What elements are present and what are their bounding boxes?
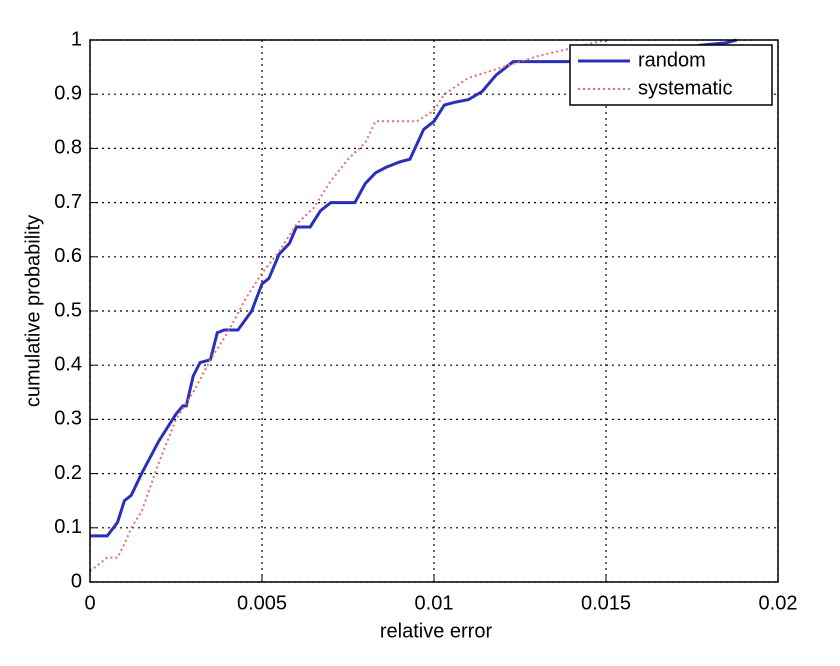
x-tick-label: 0.015	[581, 592, 631, 614]
x-tick-label: 0.02	[759, 592, 798, 614]
plot-frame	[89, 39, 779, 583]
y-tick-label: 0.6	[54, 245, 82, 267]
y-tick-label: 0.1	[54, 516, 82, 538]
y-tick-label: 0.2	[54, 462, 82, 484]
y-axis-label: cumulative probability	[22, 215, 44, 407]
x-tick-label: 0	[84, 592, 95, 614]
legend-label: systematic	[638, 77, 732, 99]
y-tick-label: 0.4	[54, 353, 82, 375]
x-axis-label: relative error	[380, 620, 493, 642]
y-tick-label: 0	[71, 570, 82, 592]
y-tick-label: 1	[71, 28, 82, 50]
y-tick-label: 0.7	[54, 191, 82, 213]
y-tick-label: 0.5	[54, 299, 82, 321]
series-line	[90, 38, 738, 538]
legend-box	[569, 44, 773, 106]
y-tick-label: 0.9	[54, 82, 82, 104]
x-tick-label: 0.005	[237, 592, 287, 614]
x-tick-label: 0.01	[415, 592, 454, 614]
y-tick-label: 0.3	[54, 408, 82, 430]
y-tick-label: 0.8	[54, 137, 82, 159]
legend-label: random	[638, 49, 706, 71]
